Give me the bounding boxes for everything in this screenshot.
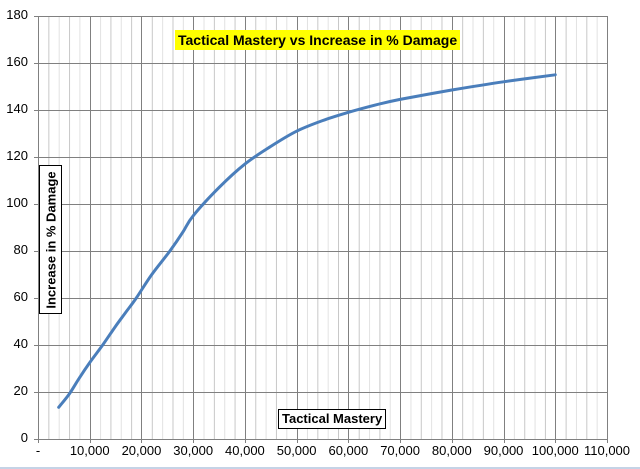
bottom-divider	[0, 467, 640, 469]
x-tick-label: 10,000	[69, 443, 110, 458]
x-tick-label: 80,000	[431, 443, 472, 458]
y-axis-title-text: Increase in % Damage	[43, 170, 58, 309]
x-tick-label: 20,000	[121, 443, 162, 458]
y-tick-label: 20	[13, 383, 28, 398]
x-tick-label: -	[35, 443, 41, 458]
x-axis-title: Tactical Mastery	[278, 409, 387, 429]
y-tick-label: 40	[13, 336, 28, 351]
y-tick-label: 80	[13, 242, 28, 257]
x-tick-label: 110,000	[583, 443, 631, 458]
x-tick-label: 100,000	[531, 443, 579, 458]
x-tick-label: 70,000	[380, 443, 420, 458]
y-axis-title: Increase in % Damage	[39, 165, 62, 314]
x-tick-label: 90,000	[483, 443, 524, 458]
chart-title: Tactical Mastery vs Increase in % Damage	[175, 30, 461, 50]
data-series-line	[57, 73, 557, 409]
y-tick-label: 0	[20, 430, 28, 445]
y-tick-label: 120	[6, 148, 28, 163]
y-tick-label: 160	[6, 54, 28, 69]
x-tick-label: 50,000	[276, 443, 317, 458]
y-tick-label: 180	[6, 7, 28, 22]
y-tick-label: 140	[6, 101, 28, 116]
y-tick-label: 60	[13, 289, 28, 304]
x-tick-label: 30,000	[173, 443, 214, 458]
x-tick-label: 40,000	[225, 443, 265, 458]
y-tick-label: 100	[6, 195, 28, 210]
x-tick-label: 60,000	[328, 443, 369, 458]
